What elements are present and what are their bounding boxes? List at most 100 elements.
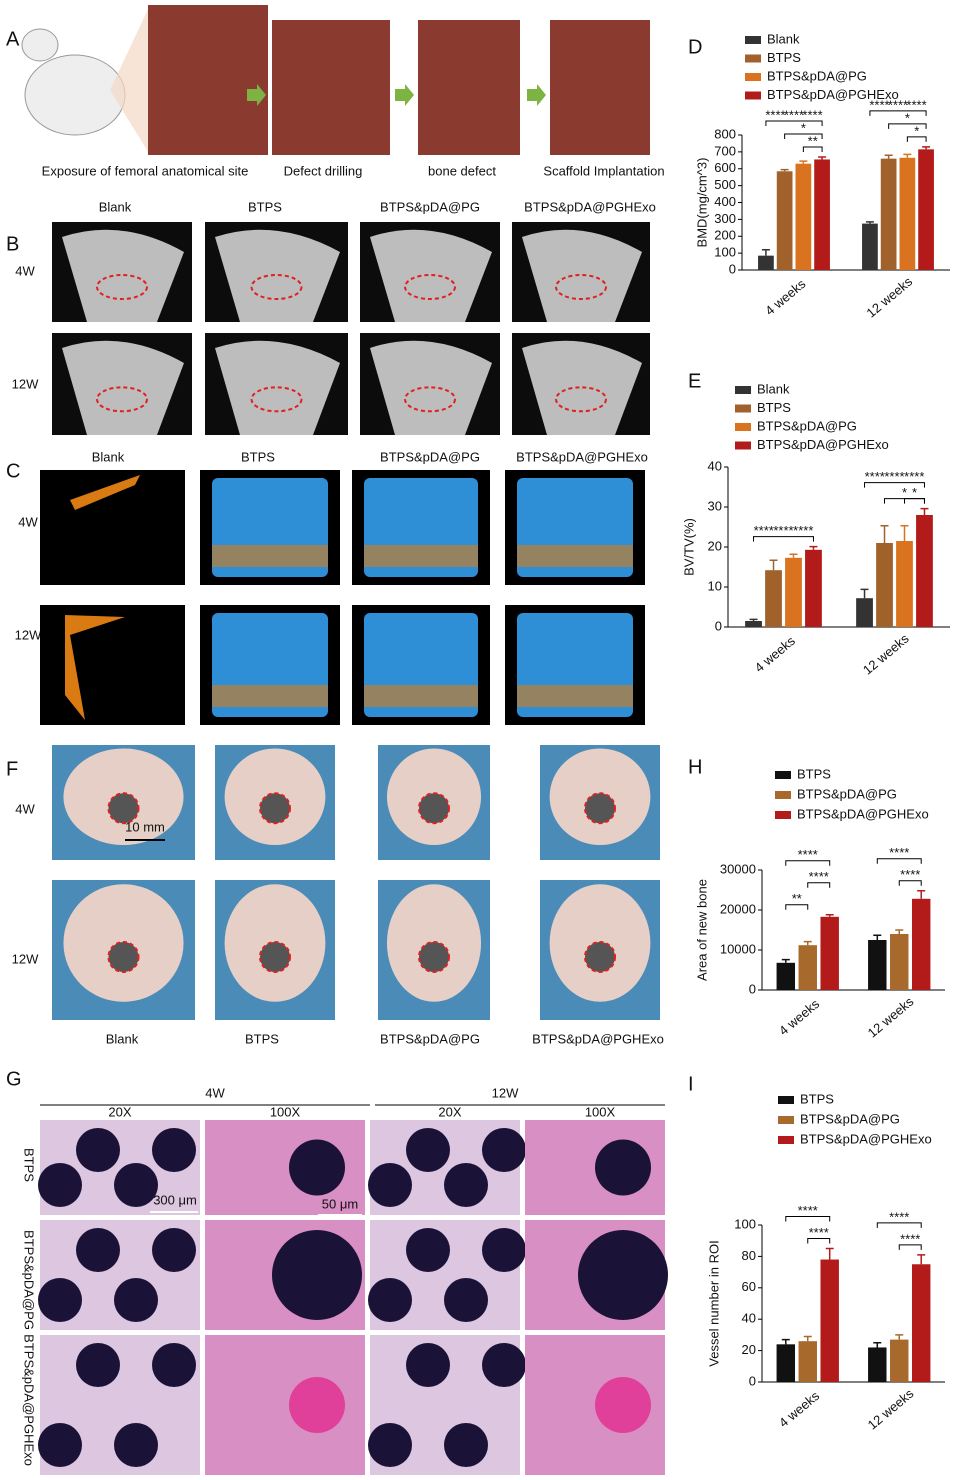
significance: ****	[888, 97, 908, 112]
bar	[890, 934, 909, 990]
y-tick-label: 80	[742, 1248, 756, 1263]
stain	[482, 1128, 526, 1172]
bar	[820, 1259, 839, 1382]
bone	[62, 229, 184, 322]
bar	[814, 159, 830, 270]
panel-label: G	[6, 1068, 22, 1090]
stain	[482, 1228, 526, 1272]
significance: ****	[798, 847, 818, 862]
y-tick-label: 40	[742, 1311, 756, 1326]
stain	[289, 1139, 345, 1196]
stain	[578, 1230, 668, 1320]
zoom-cone	[110, 5, 150, 155]
y-tick-label: 30	[708, 498, 722, 513]
stain	[368, 1163, 412, 1207]
bar	[916, 515, 933, 627]
error-bar	[903, 153, 912, 158]
bone	[370, 229, 492, 322]
bone	[522, 229, 642, 322]
error-bar	[825, 914, 834, 917]
defect-mark	[404, 386, 456, 413]
defect-mark	[584, 941, 616, 973]
legend-label: BTPS&pDA@PG	[767, 68, 867, 83]
error-bar	[900, 525, 909, 541]
significance: ****	[802, 107, 822, 122]
stain	[444, 1163, 488, 1207]
bar	[820, 916, 839, 990]
column-header: Blank	[106, 1031, 139, 1046]
panel-label: H	[688, 756, 702, 778]
stain	[444, 1423, 488, 1467]
stain	[152, 1343, 196, 1387]
error-bar	[917, 1254, 926, 1265]
y-axis-label: Vessel number in ROI	[706, 1240, 721, 1366]
significance-bracket	[876, 1222, 922, 1228]
stain	[114, 1278, 158, 1322]
photo	[550, 20, 650, 155]
y-tick-label: 10000	[720, 941, 756, 956]
stain	[595, 1139, 651, 1196]
error-bar	[865, 221, 874, 224]
bar	[856, 598, 873, 627]
legend-label: BTPS	[800, 1091, 834, 1106]
significance-bracket	[898, 1244, 922, 1250]
significance: ****	[773, 523, 793, 538]
bar	[765, 570, 782, 627]
defect-mark	[418, 941, 450, 973]
row-label: 4W	[18, 514, 38, 529]
y-tick-label: 0	[715, 618, 722, 633]
y-tick-label: 300	[714, 211, 736, 226]
legend-label: BTPS	[797, 766, 831, 781]
legend-label: BTPS&pDA@PGHExo	[767, 87, 899, 102]
column-header: BTPS&pDA@PG	[380, 199, 480, 214]
significance: ****	[784, 107, 804, 122]
new-bone	[364, 545, 478, 567]
bar	[758, 255, 774, 270]
y-tick-label: 30000	[720, 861, 756, 876]
significance: *	[914, 123, 919, 138]
error-bar	[917, 890, 926, 899]
significance: ****	[884, 469, 904, 484]
stain	[289, 1377, 345, 1433]
significance-bracket	[869, 110, 927, 116]
significance: *	[905, 110, 910, 125]
legend-label: BTPS&pDA@PGHExo	[757, 437, 889, 452]
column-header: BTPS&pDA@PGHExo	[532, 1031, 664, 1046]
legend-swatch	[735, 441, 751, 450]
defect-mark	[259, 792, 291, 825]
new-bone	[517, 545, 633, 567]
magnification: 20X	[438, 1104, 461, 1119]
error-bar	[780, 168, 789, 172]
defect-mark	[250, 274, 303, 300]
bar	[896, 541, 913, 627]
defect-mark	[107, 941, 140, 973]
significance: ****	[900, 867, 920, 882]
magnification: 20X	[108, 1104, 131, 1119]
bone	[62, 340, 184, 435]
rabbit	[24, 54, 126, 136]
column-header: Blank	[92, 449, 125, 464]
new-bone	[70, 475, 140, 510]
new-bone	[65, 615, 125, 720]
stain	[114, 1423, 158, 1467]
new-bone	[212, 685, 328, 707]
bar	[785, 557, 802, 627]
legend-swatch	[745, 36, 761, 44]
significance-bracket	[784, 133, 823, 139]
legend-swatch	[775, 811, 791, 819]
legend-label: BTPS	[767, 50, 801, 65]
stain	[368, 1278, 412, 1322]
stain	[38, 1163, 82, 1207]
bar	[798, 1341, 817, 1382]
bar	[880, 158, 897, 270]
bar	[776, 1344, 796, 1382]
error-bar	[803, 940, 812, 946]
row-label: 4W	[15, 263, 35, 278]
y-axis-label: BV/TV(%)	[681, 518, 696, 576]
stain	[152, 1128, 196, 1172]
y-tick-label: 800	[714, 126, 736, 141]
legend-swatch	[735, 386, 751, 394]
error-bar	[860, 588, 869, 599]
stain	[406, 1343, 450, 1387]
legend-swatch	[735, 404, 751, 413]
